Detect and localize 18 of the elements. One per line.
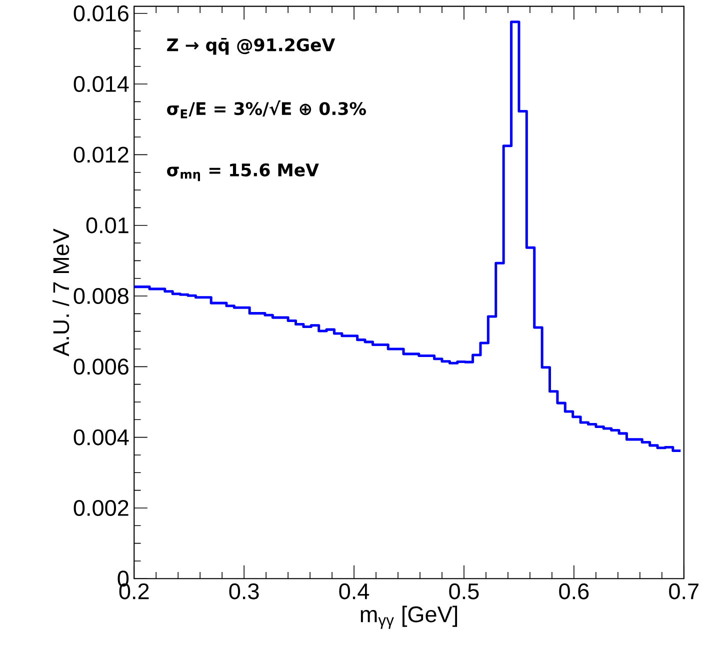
x-tick-label: 0.4 <box>339 583 370 600</box>
y-tick-label: 0.008 <box>74 288 128 304</box>
annotation: Z → qq̄ @91.2GeV <box>167 38 336 55</box>
y-tick-label: 0.016 <box>74 5 128 22</box>
x-tick-label: 0.3 <box>229 583 259 600</box>
y-tick-label: 0.014 <box>74 76 129 92</box>
y-tick-label: 0.01 <box>86 217 128 234</box>
y-tick-label: 0.006 <box>74 358 128 375</box>
x-tick-label: 0.5 <box>449 583 479 600</box>
x-axis-title: m$_{γγ}$ [GeV] <box>360 606 458 629</box>
y-axis-title: A.U. / 7 MeV <box>52 228 70 356</box>
y-tick-label: 0.004 <box>74 429 129 446</box>
annotation: σ$_{mη}$ = 15.6 MeV <box>167 163 319 181</box>
y-tick-label: 0.002 <box>74 500 128 516</box>
x-tick-label: 0.7 <box>669 583 698 600</box>
annotation: σ$_{E}$/E = 3%/√E ⊕ 0.3% <box>167 100 366 118</box>
x-tick-label: 0.6 <box>559 583 589 600</box>
y-tick-label: 0.012 <box>74 146 128 163</box>
